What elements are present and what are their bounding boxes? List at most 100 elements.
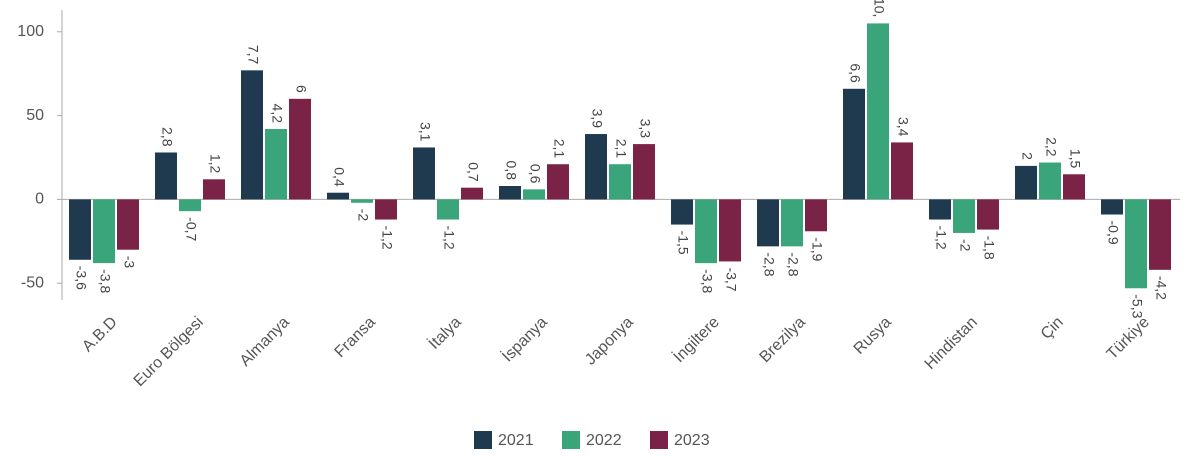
bar	[437, 199, 459, 220]
value-label: -3,8	[699, 269, 715, 293]
value-label: -4,2	[1153, 276, 1169, 300]
value-label: -0,9	[1105, 221, 1121, 245]
bar	[585, 134, 607, 200]
legend-label: 2021	[498, 432, 534, 449]
bar	[523, 189, 545, 200]
value-label: -0,7	[183, 217, 199, 241]
x-tick-label: Türkiye	[1104, 314, 1153, 363]
x-tick-label: Japonya	[582, 314, 637, 369]
value-label: 2,2	[1043, 137, 1059, 157]
bar	[695, 199, 717, 264]
value-label: 2	[1019, 152, 1035, 160]
value-label: -1,8	[981, 236, 997, 260]
bar	[1101, 199, 1123, 215]
bar	[891, 142, 913, 200]
bar	[843, 88, 865, 200]
value-label: 6,6	[847, 63, 863, 83]
legend-swatch	[650, 431, 668, 449]
bar	[351, 199, 373, 203]
value-label: 3,4	[895, 117, 911, 137]
bar	[719, 199, 741, 262]
value-label: -1,5	[675, 231, 691, 255]
value-label: 2,1	[613, 139, 629, 159]
bar	[609, 164, 631, 200]
legend-label: 2022	[586, 432, 622, 449]
value-label: 6	[293, 85, 309, 93]
bar	[1015, 165, 1037, 200]
bar	[757, 199, 779, 247]
x-tick-label: Hindistan	[922, 314, 981, 373]
value-label: 10,	[871, 0, 887, 17]
bar	[977, 199, 999, 230]
bar	[461, 187, 483, 200]
bar	[327, 192, 349, 200]
legend-swatch	[474, 431, 492, 449]
value-label: 2,1	[551, 139, 567, 159]
bar	[1125, 199, 1147, 289]
bar	[1039, 162, 1061, 200]
bar	[413, 147, 435, 200]
x-tick-label: Almanya	[237, 314, 293, 370]
y-tick-label: 50	[26, 107, 44, 124]
value-label: -5,3	[1129, 294, 1145, 318]
x-tick-label: Rusya	[851, 314, 895, 358]
bar	[289, 98, 311, 200]
x-tick-label: A.B.D	[79, 314, 121, 356]
value-label: -1,2	[379, 226, 395, 250]
value-label: 0,6	[527, 164, 543, 184]
x-tick-label: Çin	[1038, 314, 1067, 343]
bar	[805, 199, 827, 232]
bar	[929, 199, 951, 220]
value-label: -3	[121, 256, 137, 269]
value-label: -3,6	[73, 266, 89, 290]
y-tick-label: 0	[35, 191, 44, 208]
x-tick-label: Brezilya	[757, 314, 809, 366]
bar	[203, 179, 225, 200]
value-label: 0,7	[465, 162, 481, 182]
bar	[179, 199, 201, 212]
value-label: -2	[355, 209, 371, 222]
x-tick-label: İspanya	[498, 312, 551, 365]
bar	[499, 186, 521, 200]
value-label: -3,8	[97, 269, 113, 293]
y-tick-label: -50	[21, 274, 44, 291]
value-label: 2,8	[159, 127, 175, 147]
value-label: -1,2	[441, 226, 457, 250]
value-label: 0,8	[503, 161, 519, 181]
value-label: -1,2	[933, 226, 949, 250]
bar	[953, 199, 975, 233]
bar	[1149, 199, 1171, 270]
y-tick-label: 100	[17, 23, 44, 40]
bar	[375, 199, 397, 220]
bar	[547, 164, 569, 200]
value-label: 3,3	[637, 119, 653, 139]
x-tick-label: İtalya	[424, 312, 465, 353]
value-label: -2,8	[761, 252, 777, 276]
x-tick-label: İngiltere	[669, 312, 723, 366]
value-label: 0,4	[331, 167, 347, 187]
value-label: 3,9	[589, 109, 605, 129]
value-label: 7,7	[245, 45, 261, 65]
value-label: -3,7	[723, 267, 739, 291]
bar	[241, 70, 263, 200]
bar	[867, 23, 889, 200]
value-label: 1,2	[207, 154, 223, 174]
legend-label: 2023	[674, 432, 710, 449]
bar	[69, 199, 91, 260]
bar	[265, 129, 287, 200]
value-label: -1,9	[809, 237, 825, 261]
value-label: -2	[957, 239, 973, 252]
bar	[93, 199, 115, 264]
value-label: -2,8	[785, 252, 801, 276]
bar	[781, 199, 803, 247]
bar	[117, 199, 139, 250]
value-label: 4,2	[269, 104, 285, 124]
x-tick-label: Euro Bölgesi	[131, 314, 207, 390]
legend-swatch	[562, 431, 580, 449]
value-label: 1,5	[1067, 149, 1083, 169]
bar	[671, 199, 693, 225]
bar	[1063, 174, 1085, 200]
x-tick-label: Fransa	[332, 314, 379, 361]
bar	[633, 144, 655, 200]
